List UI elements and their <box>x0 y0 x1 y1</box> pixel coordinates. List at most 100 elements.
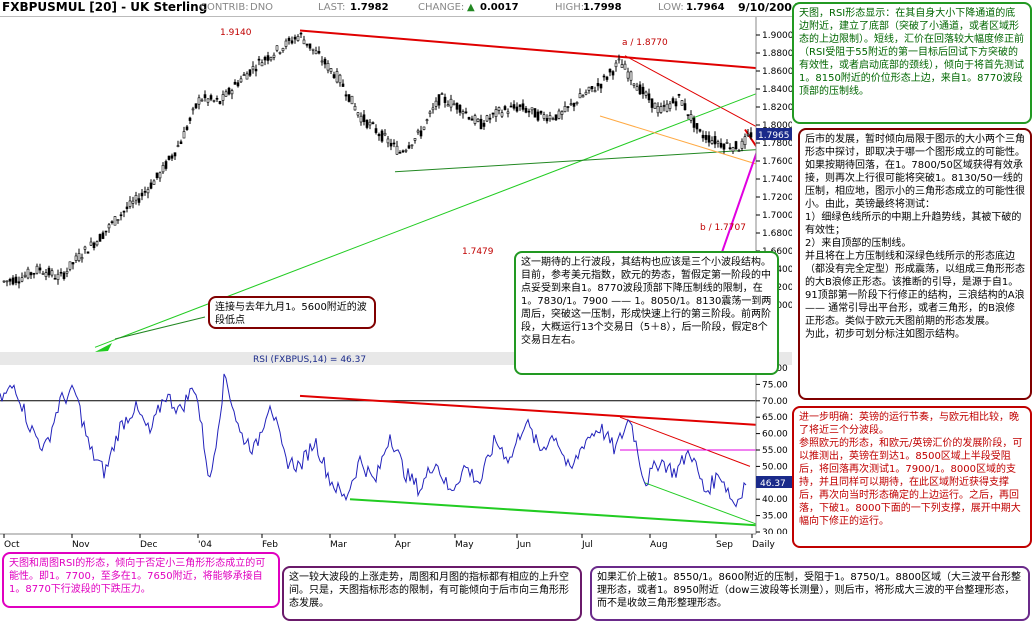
price-candle-body <box>230 90 234 95</box>
price-candle-body <box>437 94 441 106</box>
price-tick-label: 1.7200 <box>762 193 792 203</box>
x-tick-label: Aug <box>650 540 668 550</box>
price-candle-body <box>602 75 606 78</box>
price-candle-body <box>497 107 501 111</box>
price-candle-body <box>566 106 570 108</box>
contrib-value: DNO <box>250 2 274 13</box>
price-candle-body <box>401 150 405 153</box>
price-candle-body <box>74 255 78 261</box>
price-candle-body <box>26 268 30 279</box>
price-candle-body <box>584 91 588 95</box>
price-candle-body <box>665 103 669 112</box>
price-candle-body <box>557 110 561 119</box>
price-candle-body <box>410 144 414 147</box>
price-candle-body <box>209 95 213 100</box>
price-current-label: 1.7965 <box>758 131 790 141</box>
price-candle-body <box>467 117 471 120</box>
rsi-current-label: 46.37 <box>760 479 786 489</box>
x-tick-label: Sep <box>716 540 733 550</box>
rsi-short-support-line <box>644 482 761 526</box>
rsi-tick-label: 30.00 <box>762 528 788 538</box>
price-candle-body <box>62 272 66 279</box>
price-candle-body <box>86 251 90 254</box>
price-candle-body <box>563 106 567 113</box>
rsi-title: RSI (FXBPUS,14) = 46.37 <box>253 355 366 365</box>
price-candle-body <box>89 241 93 246</box>
price-candle-body <box>131 200 135 204</box>
price-candle-body <box>623 63 627 70</box>
price-candle-body <box>605 76 609 80</box>
price-candle-body <box>182 131 186 139</box>
price-candle-body <box>362 114 366 123</box>
price-candle-body <box>626 71 630 79</box>
price-candle-body <box>545 118 549 122</box>
price-candle-body <box>419 130 423 137</box>
price-candle-body <box>347 94 351 102</box>
price-candle-body <box>701 134 705 139</box>
price-candle-body <box>542 114 546 119</box>
x-tick-label: '04 <box>198 540 212 550</box>
note-breakout: 如果汇价上破1。8550/1。8600附近的压制，受阻于1。8750/1。880… <box>590 566 1030 621</box>
price-candle-body <box>377 134 381 137</box>
price-candle-body <box>470 118 474 121</box>
price-candle-body <box>716 141 720 144</box>
symbol-title: FXBPUSMUL [20] - UK Sterling <box>2 0 208 14</box>
price-candle-body <box>14 276 18 283</box>
price-candle-body <box>590 86 594 90</box>
rsi-tick-label: 70.00 <box>762 397 788 407</box>
price-candle-body <box>161 165 165 173</box>
price-annotation-label: b / 1.7707 <box>700 223 746 233</box>
price-candle-body <box>335 71 339 83</box>
price-candle-body <box>314 50 318 55</box>
price-candle-body <box>443 96 447 103</box>
rsi-short-resistance-line <box>619 416 751 467</box>
price-candle-body <box>731 147 735 152</box>
price-candle-body <box>254 68 258 72</box>
price-candle-body <box>743 136 747 145</box>
price-candle-body <box>506 111 510 114</box>
price-candle-body <box>272 54 276 58</box>
price-candle-body <box>671 98 675 104</box>
price-current-box <box>756 128 792 140</box>
price-candle-body <box>170 155 174 159</box>
price-candle-body <box>365 119 369 128</box>
price-candle-body <box>491 112 495 115</box>
note-connect-low: 连接与去年九月1。5600附近的波段低点 <box>208 296 376 329</box>
price-candle-body <box>158 172 162 179</box>
price-candle-body <box>125 206 129 210</box>
price-candle-body <box>485 115 489 122</box>
price-candle-body <box>65 270 69 274</box>
price-candle-body <box>611 71 615 76</box>
price-candle-body <box>248 69 252 76</box>
price-candle-body <box>638 84 642 95</box>
price-candle-body <box>227 87 231 95</box>
price-candle-body <box>50 270 54 276</box>
price-candle-body <box>677 93 681 96</box>
low-label: LOW: <box>658 2 684 13</box>
rsi-tick-label: 75.00 <box>762 380 788 390</box>
price-candle-body <box>422 126 426 130</box>
chart-header: FXBPUSMUL [20] - UK Sterling CONTRIB: DN… <box>0 0 800 17</box>
price-candle-body <box>599 83 603 89</box>
price-candle-body <box>452 103 456 106</box>
price-candle-body <box>350 95 354 105</box>
price-candle-body <box>509 105 513 108</box>
price-candle-body <box>233 81 237 85</box>
price-candle-body <box>395 145 399 155</box>
price-candle-body <box>446 104 450 107</box>
high-label: HIGH: <box>555 2 585 13</box>
price-candle-body <box>494 109 498 117</box>
last-value: 1.7982 <box>350 2 389 13</box>
price-candle-body <box>464 111 468 114</box>
price-candle-body <box>503 106 507 110</box>
price-candle-body <box>245 73 249 80</box>
price-candle-body <box>389 142 393 147</box>
price-candle-body <box>56 273 60 280</box>
price-candle-body <box>374 128 378 133</box>
x-axis-ticks: Oct Nov Dec '04 Feb Mar Apr May Jun Jul Aug Sep Dail… <box>3 534 775 550</box>
price-candle-body <box>482 122 486 127</box>
price-candle-body <box>212 100 216 102</box>
price-candle-body <box>257 58 261 61</box>
price-candle-body <box>515 106 519 112</box>
price-candle-body <box>119 214 123 217</box>
